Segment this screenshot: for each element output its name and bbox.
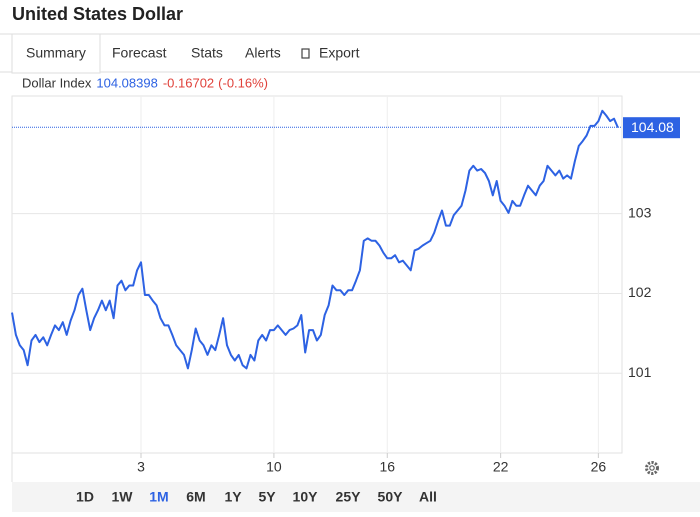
quote-change: -0.16702 bbox=[163, 75, 214, 90]
current-price-box bbox=[623, 117, 680, 139]
range-button[interactable]: 50Y bbox=[378, 489, 404, 505]
range-button[interactable]: 1D bbox=[76, 489, 94, 505]
range-button[interactable]: 25Y bbox=[336, 489, 362, 505]
range-button[interactable]: 1W bbox=[112, 489, 134, 505]
range-button[interactable]: All bbox=[419, 489, 437, 505]
y-tick-label: 101 bbox=[628, 364, 652, 380]
x-tick-label: 10 bbox=[266, 459, 282, 475]
x-tick-label: 16 bbox=[379, 459, 395, 475]
x-tick-label: 26 bbox=[591, 459, 607, 475]
quote-change-pct: (-0.16%) bbox=[218, 75, 268, 90]
gear-hole[interactable] bbox=[649, 465, 655, 471]
range-button[interactable]: 10Y bbox=[293, 489, 319, 505]
tab[interactable]: Forecast bbox=[112, 45, 167, 61]
x-tick-label: 22 bbox=[493, 459, 509, 475]
export-icon[interactable] bbox=[301, 48, 310, 59]
range-button[interactable]: 1Y bbox=[224, 489, 242, 505]
tab[interactable]: Alerts bbox=[245, 45, 281, 61]
quote-name: Dollar Index bbox=[22, 75, 92, 90]
tab[interactable]: Summary bbox=[26, 45, 86, 61]
tab[interactable]: Export bbox=[319, 45, 360, 61]
range-button[interactable]: 1M bbox=[149, 489, 168, 505]
range-button[interactable]: 5Y bbox=[258, 489, 276, 505]
gear[interactable] bbox=[645, 461, 659, 475]
x-tick-label: 3 bbox=[137, 459, 145, 475]
tab-selected[interactable] bbox=[11, 33, 101, 74]
price-line bbox=[11, 109, 619, 370]
page-title: United States Dollar bbox=[12, 4, 183, 24]
tab[interactable]: Stats bbox=[191, 45, 223, 61]
y-tick-label: 102 bbox=[628, 284, 652, 300]
quote-price: 104.08398 bbox=[96, 75, 157, 90]
y-tick-label: 103 bbox=[628, 204, 652, 220]
range-button[interactable]: 6M bbox=[186, 489, 205, 505]
settings-icon[interactable] bbox=[645, 461, 659, 475]
range-bar bbox=[12, 482, 700, 512]
current-price-label: 104.08 bbox=[631, 119, 674, 135]
